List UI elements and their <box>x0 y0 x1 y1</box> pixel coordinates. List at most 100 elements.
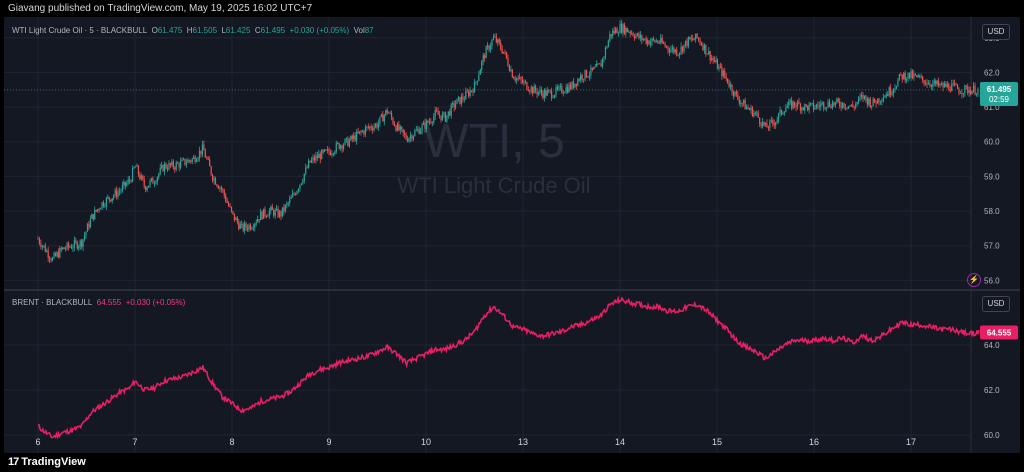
wti-candle-body <box>212 174 214 181</box>
wti-candle-body <box>824 108 826 109</box>
wti-candle-body <box>693 39 695 41</box>
wti-candle-body <box>188 159 190 161</box>
wti-candle-body <box>853 107 855 108</box>
wti-c-value: 61.495 <box>260 26 286 35</box>
wti-candle-body <box>590 67 592 76</box>
wti-vol-label: Vol <box>353 26 365 35</box>
x-tick-label: 14 <box>615 437 625 447</box>
wti-candle-body <box>303 173 305 182</box>
wti-candle-body <box>482 55 484 62</box>
wti-h-value: 61.505 <box>192 26 218 35</box>
wti-candle-body <box>588 75 591 77</box>
wti-candle-body <box>552 97 554 99</box>
wti-candle-body <box>872 98 874 106</box>
wti-candle-body <box>763 121 765 126</box>
wti-l-value: 61.425 <box>225 26 251 35</box>
wti-candle-body <box>424 122 426 129</box>
wti-candle-body <box>540 89 543 94</box>
wti-candle-body <box>804 104 806 111</box>
wti-candle-body <box>874 98 876 103</box>
wti-candle-body <box>904 73 906 81</box>
wti-candle-body <box>168 163 170 170</box>
wti-candle-body <box>665 46 668 48</box>
wti-candle-body <box>686 40 688 46</box>
wti-candle-body <box>206 157 208 159</box>
wti-candle-body <box>273 209 275 216</box>
x-tick-label: 9 <box>326 437 331 447</box>
wti-candle-body <box>316 155 318 158</box>
wti-candle-body <box>51 257 54 261</box>
wti-candle-body <box>214 178 217 185</box>
wti-candle-body <box>225 195 227 202</box>
wti-o-value: 61.475 <box>157 26 183 35</box>
wti-candle-body <box>377 123 380 128</box>
wti-candle-body <box>143 179 145 187</box>
wti-candle-body <box>713 60 716 62</box>
wti-candle-body <box>161 165 163 168</box>
wti-candle-body <box>38 238 41 244</box>
wti-candle-body <box>421 124 423 131</box>
brent-price-tag <box>980 325 1018 340</box>
wti-candle-body <box>358 131 361 134</box>
wti-candle-body <box>971 90 973 95</box>
wti-candle-body <box>543 90 545 98</box>
wti-candle-body <box>287 202 289 204</box>
wti-o-label: O <box>151 26 158 35</box>
wti-candle-body <box>347 137 349 147</box>
lightning-icon[interactable]: ⚡ <box>967 273 981 287</box>
wti-candle-body <box>878 98 880 103</box>
wti-candle-body <box>631 33 633 34</box>
wti-candle-body <box>792 101 794 109</box>
wti-legend[interactable]: WTI Light Crude Oil · 5 · BLACKBULL O61.… <box>12 26 374 35</box>
wti-candle-body <box>504 51 506 53</box>
chart-area[interactable]: WTI, 5 WTI Light Crude Oil 6 7 8 9 10 13 14 15 1… <box>4 17 1020 453</box>
wti-candle-body <box>505 52 508 59</box>
wti-candle-body <box>783 111 786 114</box>
wti-candle-body <box>718 66 720 70</box>
wti-candle-body <box>729 84 732 87</box>
wti-candle-body <box>935 80 937 85</box>
wti-candle-body <box>536 91 538 95</box>
wti-candle-body <box>124 181 126 186</box>
wti-candle-body <box>860 94 863 97</box>
wti-candle-body <box>163 163 166 172</box>
wti-price-tag-value: 61.495 <box>987 85 1012 94</box>
wti-candle-body <box>366 126 368 128</box>
wti-candle-body <box>402 129 404 133</box>
wti-candle-body <box>852 104 854 108</box>
brent-legend[interactable]: BRENT · BLACKBULL 64.555 +0.030 (+0.05%) <box>12 298 185 307</box>
wti-candle-body <box>820 103 822 107</box>
wti-candle-body <box>545 90 547 96</box>
wti-candle-body <box>453 103 455 108</box>
tradingview-logo[interactable]: 17 TradingView <box>8 456 86 468</box>
wti-legend-symbol[interactable]: WTI Light Crude Oil · 5 · BLACKBULL <box>12 26 148 35</box>
wti-candle-body <box>209 159 211 167</box>
brent-currency-button[interactable]: USD <box>982 296 1010 312</box>
wti-candle-body <box>601 58 604 67</box>
wti-candle-body <box>810 103 812 105</box>
wti-candle-body <box>488 45 490 50</box>
wti-candle-body <box>756 112 758 114</box>
wti-candle-body <box>277 208 279 217</box>
wti-candle-body <box>386 110 388 113</box>
wti-currency-button[interactable]: USD <box>982 24 1010 40</box>
wti-candle-body <box>955 84 957 86</box>
wti-candle-body <box>73 240 75 248</box>
wti-candle-body <box>207 158 209 160</box>
wti-candle-body <box>699 39 701 44</box>
x-tick-label: 15 <box>712 437 722 447</box>
wti-candle-body <box>78 246 80 249</box>
wti-candle-body <box>773 123 775 126</box>
brent-y-tick-label: 62.0 <box>984 386 1000 395</box>
wti-candle-body <box>551 90 553 98</box>
wti-candle-body <box>791 100 793 109</box>
wti-candle-body <box>41 245 43 248</box>
brent-legend-symbol[interactable]: BRENT · BLACKBULL <box>12 298 93 307</box>
wti-candle-body <box>56 252 58 256</box>
wti-candle-body <box>354 135 356 141</box>
wti-candle-body <box>129 179 131 181</box>
wti-candle-body <box>818 105 820 107</box>
wti-candle-body <box>94 209 96 220</box>
wti-candle-body <box>954 83 956 85</box>
chart-canvas[interactable]: WTI, 5 WTI Light Crude Oil 6 7 8 9 10 13 14 15 1… <box>4 17 1020 453</box>
